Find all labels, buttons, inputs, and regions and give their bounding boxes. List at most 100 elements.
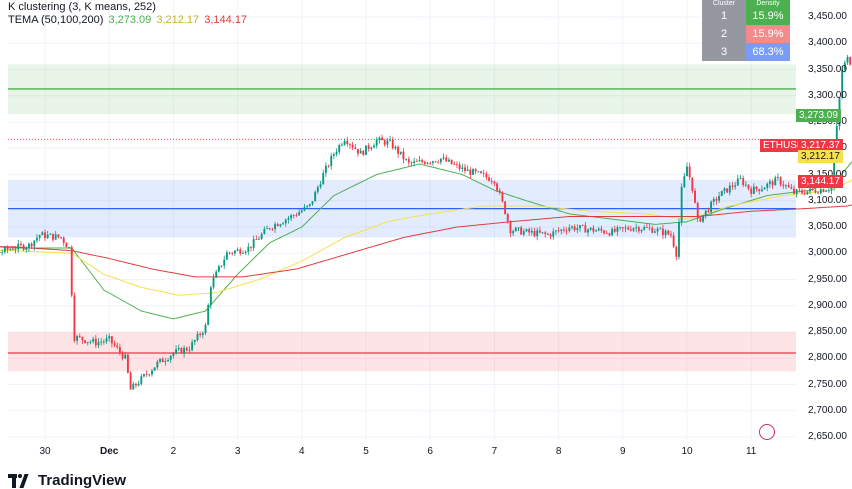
time-tick-label: 30: [39, 446, 50, 457]
candle-body: [528, 229, 530, 232]
candle-body: [611, 229, 613, 236]
candle-body: [766, 184, 768, 188]
candle-body: [673, 235, 675, 246]
candle-body: [135, 384, 137, 386]
candle-body: [175, 349, 177, 353]
candle-body: [662, 229, 664, 236]
tradingview-alert-icon[interactable]: [759, 424, 775, 440]
candle-body: [646, 227, 648, 228]
candle-body: [493, 182, 495, 184]
candle-body: [459, 165, 461, 170]
cluster-id: 3: [702, 43, 746, 61]
candle-body: [606, 233, 608, 234]
tema-slow-value: 3,144.17: [204, 14, 247, 26]
candle-body: [57, 234, 59, 237]
price-tick-label: 3,400.00: [808, 37, 847, 48]
candle-body: [320, 184, 322, 187]
candle-body: [451, 160, 453, 164]
candle-body: [419, 160, 421, 161]
candle-body: [705, 210, 707, 215]
candle-body: [801, 190, 803, 193]
candle-body: [103, 342, 105, 343]
candle-body: [28, 244, 30, 248]
indicator-legend-tema[interactable]: TEMA (50,100,200) 3,273.09 3,212.17 3,14…: [8, 14, 247, 26]
candle-body: [732, 186, 734, 187]
candle-body: [172, 353, 174, 356]
candle-body: [124, 355, 126, 359]
candle-body: [600, 229, 602, 231]
candle-body: [643, 227, 645, 230]
indicator-legend-kmeans[interactable]: K clustering (3, K means, 252): [8, 1, 156, 13]
price-tick-label: 2,750.00: [808, 379, 847, 390]
candle-body: [167, 360, 169, 361]
candle-body: [758, 189, 760, 191]
candle-body: [480, 171, 482, 173]
candle-body: [111, 336, 113, 343]
candle-body: [467, 169, 469, 170]
candle-body: [226, 252, 228, 259]
candle-body: [547, 234, 549, 235]
cluster-table-header: Cluster Density: [702, 0, 790, 7]
candle-body: [199, 334, 201, 335]
candle-body: [282, 223, 284, 224]
candle-body: [143, 374, 145, 376]
candle-body: [408, 159, 410, 162]
candle-body: [170, 356, 172, 360]
price-tick-label: 3,300.00: [808, 90, 847, 101]
candle-body: [539, 230, 541, 232]
tradingview-brand[interactable]: TradingView: [8, 472, 126, 489]
candle-body: [277, 224, 279, 226]
candle-body: [681, 187, 683, 222]
candle-body: [68, 247, 70, 248]
candle-body: [761, 190, 763, 192]
candle-body: [777, 177, 779, 178]
candle-body: [657, 229, 659, 232]
candle-body: [737, 179, 739, 186]
candle-body: [769, 181, 771, 183]
candle-body: [400, 152, 402, 154]
candle-body: [453, 164, 455, 165]
candle-body: [159, 359, 161, 362]
candle-body: [788, 185, 790, 187]
candle-body: [231, 253, 233, 254]
candle-body: [394, 147, 396, 149]
candle-body: [579, 225, 581, 228]
candle-body: [250, 247, 252, 248]
candle-body: [397, 147, 399, 154]
candle-body: [469, 169, 471, 174]
time-tick-label: 4: [299, 446, 305, 457]
candle-body: [715, 199, 717, 201]
candle-body: [79, 336, 81, 337]
candle-body: [269, 228, 271, 229]
candle-body: [73, 295, 75, 340]
candle-body: [360, 151, 362, 154]
candle-body: [47, 235, 49, 238]
candle-body: [592, 228, 594, 232]
candle-body: [119, 347, 121, 352]
candle-body: [686, 167, 688, 177]
candle-body: [41, 232, 43, 235]
candle-body: [148, 374, 150, 375]
candle-body: [229, 252, 231, 253]
candle-body: [552, 231, 554, 236]
time-tick-label: 6: [427, 446, 433, 457]
candle-body: [218, 266, 220, 271]
candle-body: [223, 260, 225, 266]
candle-body: [202, 333, 204, 335]
candle-body: [812, 188, 814, 189]
candle-body: [822, 189, 824, 192]
price-tick-label: 3,050.00: [808, 221, 847, 232]
price-tick-label: 3,000.00: [808, 247, 847, 258]
candle-body: [424, 162, 426, 164]
candle-body: [796, 190, 798, 194]
candle-body: [654, 231, 656, 232]
price-tick-label: 2,800.00: [808, 352, 847, 363]
candle-body: [9, 249, 11, 250]
time-tick-label: 5: [363, 446, 369, 457]
candle-body: [263, 229, 265, 234]
candle-body: [55, 234, 57, 239]
candle-body: [782, 185, 784, 186]
candle-body: [1, 252, 3, 253]
candle-body: [76, 336, 78, 341]
